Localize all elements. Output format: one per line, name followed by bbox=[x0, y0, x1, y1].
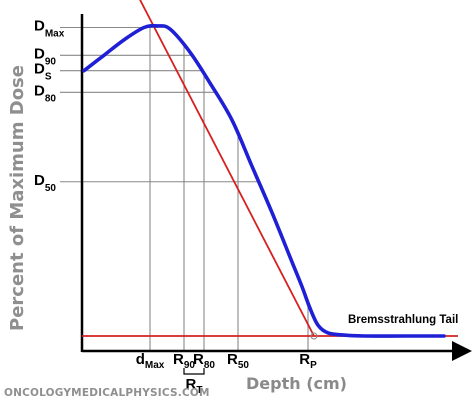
rt-bracket: RT bbox=[183, 368, 205, 396]
depth-label: R90 bbox=[173, 351, 195, 371]
rt-label: RT bbox=[186, 376, 203, 396]
rp-intersection-marker bbox=[310, 332, 318, 340]
dose-curve bbox=[82, 23, 446, 338]
depth-label: dMax bbox=[136, 351, 165, 371]
dose-label: D90 bbox=[34, 45, 56, 67]
dose-label: D80 bbox=[34, 82, 56, 104]
depth-label: R50 bbox=[227, 351, 249, 371]
y-axis-label: Percent of Maximum Dose bbox=[7, 65, 28, 331]
reference-lines bbox=[60, 26, 309, 351]
dose-label: DMax bbox=[34, 18, 65, 40]
x-axis-label: Depth (cm) bbox=[246, 374, 347, 393]
depth-label: R80 bbox=[193, 351, 215, 371]
rt-bracket-line bbox=[183, 368, 205, 375]
bremsstrahlung-tail-label: Bremsstrahlung Tail bbox=[348, 314, 458, 326]
footer-url: ONCOLOGYMEDICALPHYSICS.COM bbox=[4, 387, 210, 399]
depth-label: RP bbox=[299, 351, 317, 371]
x-axis-arrow bbox=[452, 341, 472, 361]
dose-label: D50 bbox=[34, 172, 56, 194]
dose-label: DS bbox=[34, 61, 52, 83]
tangent-line bbox=[139, 0, 315, 337]
